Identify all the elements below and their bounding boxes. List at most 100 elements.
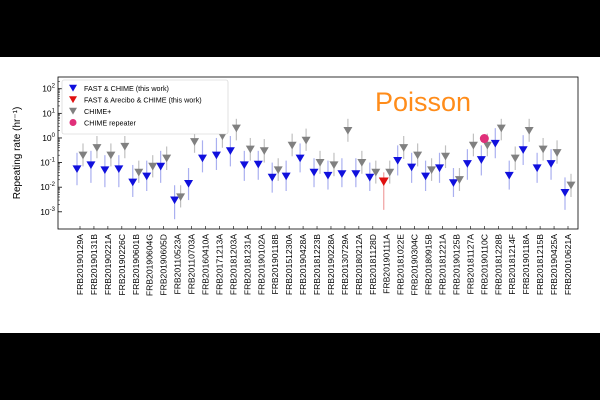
fast-chime-marker (435, 164, 445, 173)
chime-plus-marker (92, 144, 102, 152)
y-tick-label: 10-2 (40, 182, 55, 192)
y-tick-label: 101 (42, 108, 55, 118)
fast-chime-marker (546, 160, 556, 168)
fast-chime-marker (72, 165, 82, 174)
chime-repeater-marker (479, 134, 489, 144)
fast-chime-marker (323, 171, 333, 180)
x-tick-label: FRB20190605D (159, 234, 169, 296)
chime-plus-marker (148, 162, 158, 171)
chime-plus-marker (217, 132, 227, 141)
chime-plus-marker (273, 166, 283, 175)
fast-chime-marker (518, 146, 528, 154)
poisson-annotation: Poisson (375, 87, 471, 117)
chime-plus-marker (231, 124, 241, 133)
x-tick-label: FRB20180212A (354, 234, 364, 295)
y-tick-label: 102 (42, 84, 55, 94)
chime-plus-marker (301, 136, 311, 145)
y-tick-label: 100 (42, 133, 55, 143)
fast-chime-marker (351, 170, 361, 178)
fast-chime-marker (393, 157, 403, 165)
fast-chime-marker (365, 173, 375, 182)
chime-plus-marker (106, 151, 116, 160)
chime-plus-marker (454, 176, 464, 184)
x-tick-label: FRB20190118A (521, 234, 531, 295)
chime-plus-marker (552, 149, 562, 157)
fast-chime-marker (407, 163, 417, 172)
y-tick-label: 10-1 (40, 158, 55, 168)
fast-chime-marker (476, 156, 486, 164)
fast-chime-marker (211, 151, 221, 160)
chime-plus-marker (176, 193, 186, 202)
fast-chime-marker (225, 147, 235, 155)
chime-plus-marker (287, 141, 297, 150)
x-tick-label: FRB20181228B (493, 234, 503, 295)
fast-chime-marker (309, 168, 319, 177)
chime-plus-marker (427, 166, 437, 175)
legend-label: FAST & CHIME (this work) (84, 84, 169, 93)
chime-plus-marker (538, 145, 548, 154)
fast-chime-marker (504, 171, 514, 180)
chime-plus-marker (385, 168, 395, 177)
x-tick-label: FRB20130729A (340, 234, 350, 295)
x-tick-label: FRB20190129A (75, 234, 85, 295)
fast-chime-marker (532, 164, 542, 173)
x-tick-label: FRB20181221A (438, 234, 448, 295)
chime-plus-marker (259, 147, 269, 155)
fast-chime-marker (295, 154, 305, 163)
x-tick-label: FRB20181214F (507, 234, 517, 295)
x-tick-label: FRB20190228A (326, 234, 336, 295)
fast-chime-marker (490, 139, 500, 148)
fast-chime-marker (253, 160, 263, 169)
fast-chime-marker (184, 179, 194, 188)
fast-chime-marker (114, 165, 124, 174)
data-marks (72, 98, 576, 220)
x-tick-label: FRB20181223B (312, 234, 322, 295)
chime-plus-marker (343, 126, 353, 135)
chime-plus-marker (496, 124, 506, 133)
fast-chime-marker (560, 189, 570, 197)
x-tick-label: FRB20190425A (549, 234, 559, 295)
y-tick-label: 10-3 (40, 207, 55, 217)
x-tick-label: FRB20151230A (284, 234, 294, 295)
fast-chime-marker (128, 178, 138, 187)
x-tick-label: FRB20190604G (145, 234, 155, 296)
chime-plus-marker (134, 168, 144, 177)
x-tick-label: FRB20010621A (563, 234, 573, 295)
fast-chime-marker (462, 160, 472, 168)
chime-plus-marker (468, 141, 478, 150)
legend-marker-circle (69, 119, 77, 126)
legend-label: CHIME+ (84, 107, 111, 116)
legend-label: FAST & Arecibo & CHIME (this work) (84, 96, 202, 105)
chime-plus-marker (371, 168, 381, 177)
x-axis: FRB20190129A FRB20190131B FRB20190221A FRB2… (75, 226, 573, 296)
chime-plus-marker (482, 141, 492, 150)
fast-chime-marker (267, 173, 277, 182)
chime-plus-marker (162, 154, 172, 163)
x-tick-label: FRB20171213A (214, 234, 224, 295)
x-tick-label: FRB20190125B (451, 234, 461, 295)
fast-chime-marker (142, 172, 152, 181)
chime-plus-marker (120, 142, 130, 151)
chime-plus-marker (524, 126, 534, 135)
x-tick-label: FRB20190111A (382, 234, 392, 294)
chime-plus-marker (315, 158, 325, 167)
x-tick-label: FRB20110703A (187, 234, 197, 295)
x-tick-label: FRB20190221A (103, 234, 113, 295)
x-tick-label: FRB20190428A (298, 234, 308, 295)
chime-plus-marker (566, 181, 576, 190)
chime-plus-marker (399, 144, 409, 152)
fast-chime-marker (448, 179, 458, 187)
chime-plus-marker (78, 151, 88, 160)
legend-marker-triangle (69, 84, 77, 92)
x-tick-label: FRB20181128D (368, 234, 378, 295)
y-axis: 10-3 10-2 10-1 100 101 102 (40, 81, 62, 217)
legend-box (61, 79, 229, 135)
x-tick-label: FRB20181231A (242, 234, 252, 295)
legend-label: CHIME repeater (84, 119, 137, 128)
fast-chime-marker (239, 161, 249, 170)
x-tick-label: FRB20160410A (200, 234, 210, 295)
chime-plus-marker (413, 151, 423, 160)
x-tick-label: FRB20190304C (410, 234, 420, 296)
chime-plus-marker (510, 154, 520, 163)
